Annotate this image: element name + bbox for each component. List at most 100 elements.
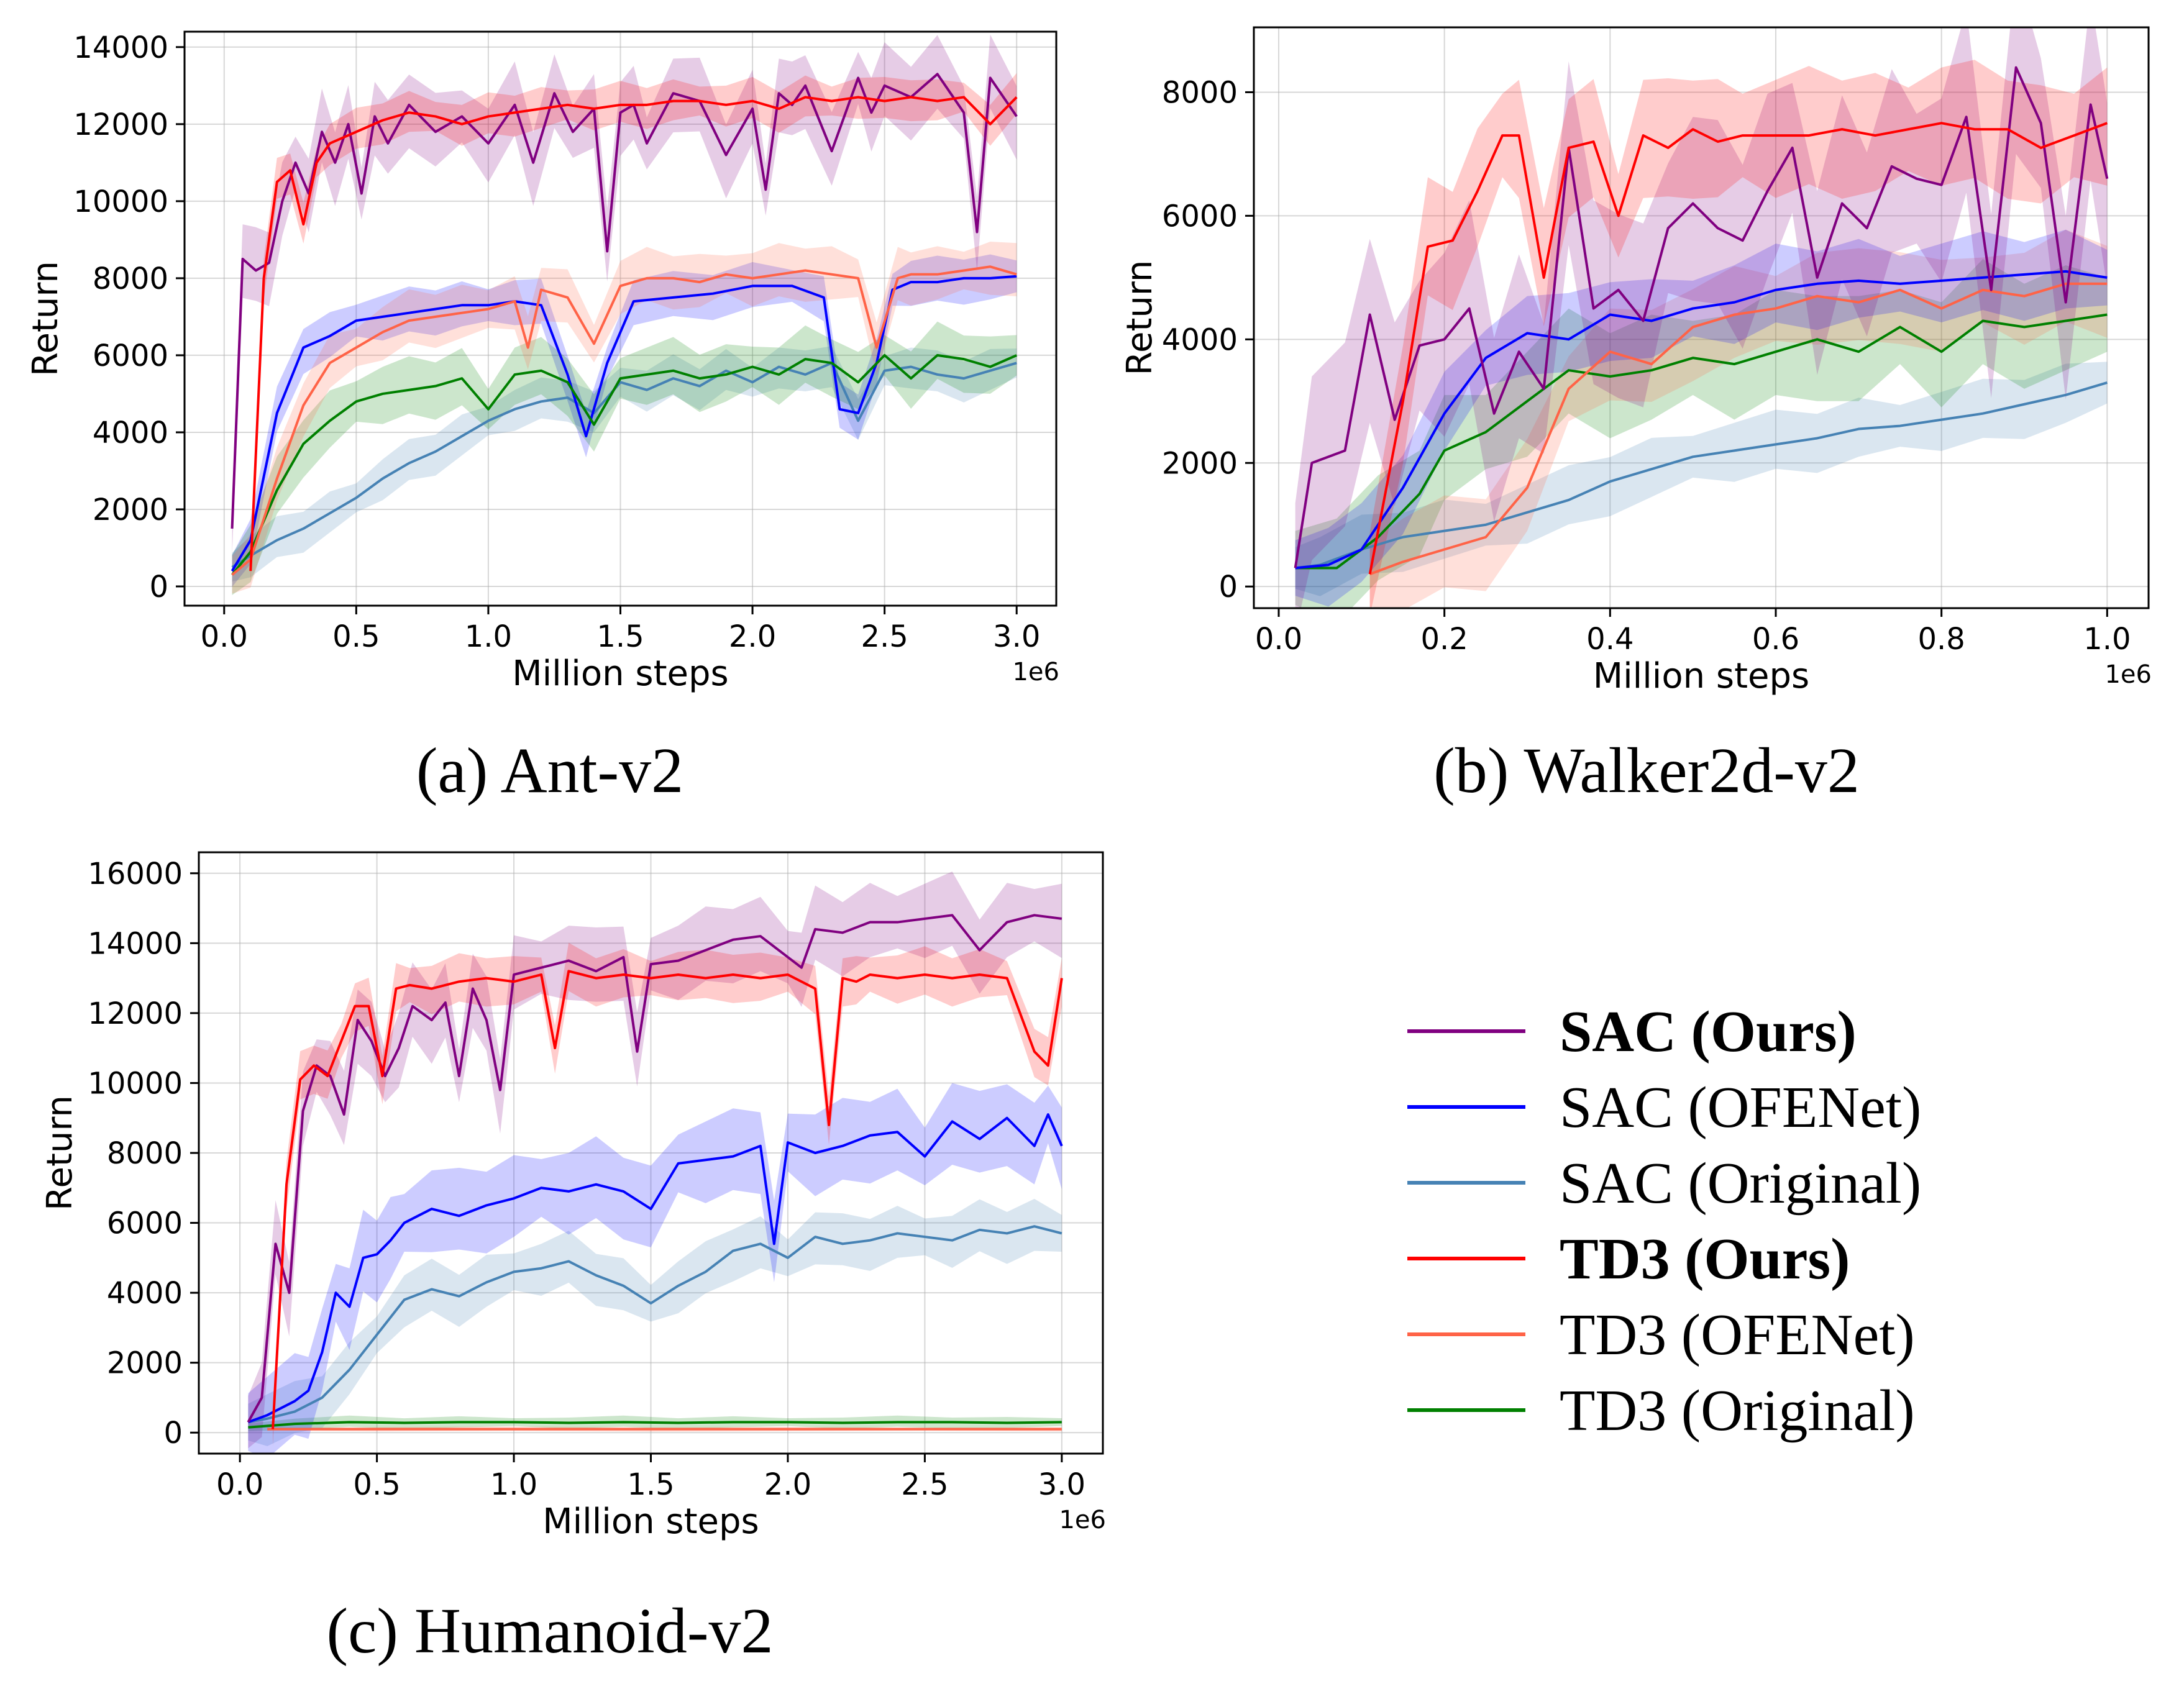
x-tick-label: 0.0: [216, 1467, 263, 1502]
chart-0: 0.0 0.5 1.0 1.5 2.0 2.5 3.0 0 2000 4000 6000 8000 10…: [25, 30, 1059, 806]
legend: SAC (Ours) SAC (OFENet) SAC (Original) TD3 …: [1407, 1000, 1921, 1443]
plot-area: [231, 34, 1018, 595]
charts-group: 0.0 0.5 1.0 1.5 2.0 2.5 3.0 0 2000 4000 6000 8000 10…: [25, 26, 2152, 1667]
y-tick-label: 8000: [107, 1136, 183, 1171]
x-offset-label: 1e6: [1012, 658, 1059, 686]
x-tick-label: 2.0: [729, 619, 776, 654]
x-tick-label: 1.0: [490, 1467, 537, 1502]
line-sac_original: [248, 1225, 1062, 1424]
y-tick-label: 4000: [93, 416, 168, 450]
legend-item: SAC (Original): [1407, 1151, 1921, 1216]
legend-item: SAC (OFENet): [1407, 1075, 1921, 1140]
x-tick-label: 2.5: [861, 619, 908, 654]
band-sac_ours: [248, 871, 1062, 1449]
legend-label: SAC (Original): [1560, 1151, 1921, 1216]
y-tick-label: 10000: [73, 184, 168, 219]
band-td3_ours: [273, 942, 1062, 1447]
line-td3_ours: [249, 96, 1018, 571]
legend-label: TD3 (Ours): [1560, 1227, 1850, 1291]
y-tick-label: 8000: [93, 262, 168, 296]
x-tick-label: 0.5: [353, 1467, 400, 1502]
line-sac_original: [1295, 381, 2108, 570]
legend-item: TD3 (Ours): [1407, 1227, 1850, 1291]
y-tick-label: 12000: [88, 996, 183, 1031]
y-tick-label: 2000: [1162, 446, 1238, 481]
legend-label: TD3 (OFENet): [1560, 1303, 1915, 1367]
x-tick-label: 1.0: [465, 619, 512, 654]
chart-1: 0.0 0.2 0.4 0.6 0.8 1.0 0 2000 4000 6000 8000 Milli…: [1120, 26, 2152, 806]
x-axis-label: Million steps: [1593, 656, 1809, 696]
y-tick-label: 0: [149, 570, 168, 604]
chart-caption: (c) Humanoid-v2: [326, 1595, 773, 1667]
y-tick-label: 6000: [93, 339, 168, 373]
y-tick-label: 6000: [107, 1206, 183, 1241]
y-axis-label: Return: [1120, 260, 1160, 376]
x-tick-label: 0.6: [1752, 622, 1799, 657]
band-sac_ofenet: [1295, 229, 2108, 607]
line-td3_ours: [272, 970, 1063, 1429]
plot-area: [247, 871, 1063, 1454]
chart-caption: (b) Walker2d-v2: [1433, 735, 1860, 806]
x-tick-label: 0.0: [1255, 622, 1302, 657]
chart-2: 0.0 0.5 1.0 1.5 2.0 2.5 3.0 0 2000 4000 6000 8000 10…: [40, 851, 1106, 1667]
band-sac_original: [248, 1198, 1062, 1447]
x-tick-label: 0.0: [201, 619, 248, 654]
line-td3_original: [1295, 313, 2108, 570]
line-td3_ofenet: [1369, 282, 2108, 576]
line-sac_ofenet: [1295, 270, 2108, 570]
y-tick-label: 12000: [73, 107, 168, 142]
y-tick-label: 2000: [93, 493, 168, 527]
y-tick-label: 8000: [1162, 75, 1238, 110]
band-td3_ofenet: [1369, 229, 2108, 608]
y-tick-label: 2000: [107, 1346, 183, 1381]
x-tick-label: 0.8: [1917, 622, 1965, 657]
x-offset-label: 1e6: [2104, 660, 2152, 689]
legend-item: TD3 (OFENet): [1407, 1303, 1915, 1367]
line-sac_ofenet: [247, 1113, 1063, 1424]
y-tick-label: 10000: [88, 1066, 183, 1101]
legend-item: SAC (Ours): [1407, 1000, 1857, 1064]
line-sac_ours: [231, 73, 1018, 529]
line-td3_original: [248, 1421, 1062, 1429]
y-axis-label: Return: [40, 1095, 80, 1211]
band-sac_original: [1295, 362, 2108, 596]
x-tick-label: 1.0: [2083, 622, 2131, 657]
band-sac_ours: [232, 34, 1017, 555]
band-td3_original: [232, 321, 1017, 595]
x-tick-label: 1.5: [627, 1467, 674, 1502]
line-sac_ofenet: [231, 275, 1017, 572]
x-tick-label: 2.0: [764, 1467, 811, 1502]
x-axis-label: Million steps: [542, 1501, 759, 1542]
band-sac_original: [232, 346, 1017, 582]
x-tick-label: 1.5: [596, 619, 644, 654]
y-tick-label: 6000: [1162, 199, 1238, 234]
chart-caption: (a) Ant-v2: [416, 735, 683, 806]
x-tick-label: 3.0: [1038, 1467, 1085, 1502]
x-tick-label: 0.2: [1420, 622, 1468, 657]
y-axis-label: Return: [25, 261, 66, 376]
y-tick-label: 14000: [73, 30, 168, 65]
line-sac_original: [231, 362, 1017, 568]
x-tick-label: 0.5: [332, 619, 380, 654]
y-tick-label: 0: [163, 1416, 183, 1450]
line-sac_ours: [1294, 66, 2109, 568]
y-tick-label: 16000: [88, 857, 183, 891]
x-tick-label: 0.4: [1586, 622, 1633, 657]
x-tick-label: 2.5: [901, 1467, 948, 1502]
legend-label: SAC (Ours): [1560, 1000, 1857, 1064]
axes-frame: [1253, 26, 2150, 609]
line-sac_ours: [247, 914, 1062, 1423]
band-sac_ofenet: [248, 1083, 1062, 1454]
band-td3_original: [1295, 259, 2108, 608]
band-td3_ofenet: [232, 241, 1017, 594]
line-td3_ours: [1368, 122, 2108, 575]
y-tick-label: 4000: [107, 1276, 183, 1311]
legend-label: SAC (OFENet): [1560, 1075, 1921, 1140]
y-tick-label: 4000: [1162, 322, 1238, 357]
band-td3_ours: [1369, 60, 2108, 608]
y-tick-label: 0: [1218, 570, 1238, 604]
legend-label: TD3 (Original): [1560, 1378, 1915, 1443]
x-offset-label: 1e6: [1059, 1506, 1106, 1534]
legend-item: TD3 (Original): [1407, 1378, 1915, 1443]
